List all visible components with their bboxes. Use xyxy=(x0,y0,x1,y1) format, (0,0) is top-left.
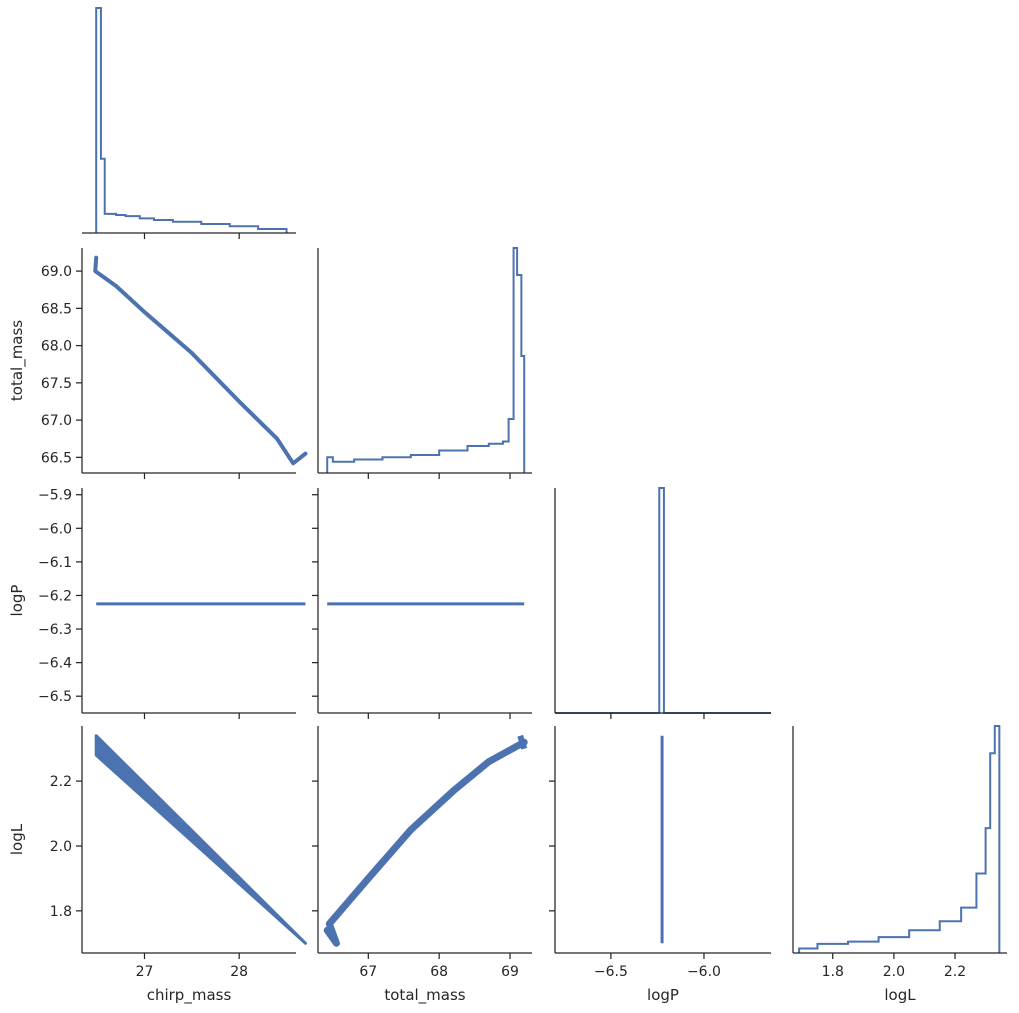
axes-layer xyxy=(76,232,1007,959)
x-axis-label-total_mass: total_mass xyxy=(384,986,465,1005)
scatter-logL-vs-total_mass-tip xyxy=(517,734,528,750)
scatter-total_mass-vs-chirp_mass xyxy=(93,255,308,466)
y-axis-label-logL: logL xyxy=(8,823,26,855)
panel-r3-c1-xtick-label-1: 68 xyxy=(430,964,448,980)
panel-r1-c0-ytick-label-0: 66.5 xyxy=(41,450,72,466)
panel-r1-c0-ytick-label-3: 68.0 xyxy=(41,339,72,355)
histogram-total_mass xyxy=(326,247,526,473)
panel-r2-c0-ytick-label-6: −5.9 xyxy=(38,488,72,504)
y-axis-label-total_mass: total_mass xyxy=(8,320,27,401)
panel-r3-c3-xtick-label-0: 1.8 xyxy=(822,964,844,980)
panel-r2-c0-ytick-label-2: −6.3 xyxy=(38,622,72,638)
histogram-chirp_mass xyxy=(95,7,288,233)
panel-r3-c1-xtick-label-2: 69 xyxy=(501,964,519,980)
panel-r3-c0-ytick-label-1: 2.0 xyxy=(50,839,72,855)
panel-r1-c0-ytick-label-4: 68.5 xyxy=(41,301,72,317)
panel-r3-c2-xtick-label-1: −6.0 xyxy=(687,964,721,980)
panel-r2-c0-ytick-label-4: −6.1 xyxy=(38,555,72,571)
x-axis-label-logP: logP xyxy=(647,986,679,1004)
panel-r3-c2-xtick-label-0: −6.5 xyxy=(594,964,628,980)
histogram-logP xyxy=(555,487,771,714)
scatter-logL-vs-chirp_mass xyxy=(94,734,307,945)
x-axis-label-chirp_mass: chirp_mass xyxy=(147,986,232,1005)
panel-r2-c0-ytick-label-5: −6.0 xyxy=(38,521,72,537)
panel-r1-c0-ytick-label-5: 69.0 xyxy=(41,264,72,280)
panel-r3-c0-ytick-label-2: 2.2 xyxy=(50,774,72,790)
panel-r3-c3-xtick-label-2: 2.2 xyxy=(944,964,966,980)
panel-r3-c1-xtick-label-0: 67 xyxy=(359,964,377,980)
panel-r2-c0-ytick-label-0: −6.5 xyxy=(38,689,72,705)
scatter-logL-vs-total_mass xyxy=(323,738,528,947)
x-axis-label-logL: logL xyxy=(884,986,916,1004)
histogram-logL xyxy=(798,725,1001,953)
panel-r1-c0-ytick-label-1: 67.0 xyxy=(41,413,72,429)
panel-r3-c0-xtick-label-1: 28 xyxy=(230,964,248,980)
panel-r3-c3-xtick-label-1: 2.0 xyxy=(883,964,905,980)
panel-r1-c0-ytick-label-2: 67.5 xyxy=(41,376,72,392)
panel-r2-c0-ytick-label-3: −6.2 xyxy=(38,588,72,604)
plots-layer xyxy=(93,7,1001,953)
y-axis-label-logP: logP xyxy=(8,585,26,617)
panel-r3-c0-ytick-label-0: 1.8 xyxy=(50,904,72,920)
labels-layer: 66.5 67.0 67.5 68.0 68.5 69.0 −6.5 −6.4 −6.3 −6.2… xyxy=(8,264,966,1005)
panel-r3-c0-xtick-label-0: 27 xyxy=(136,964,154,980)
panel-r2-c0-ytick-label-1: −6.4 xyxy=(38,656,72,672)
